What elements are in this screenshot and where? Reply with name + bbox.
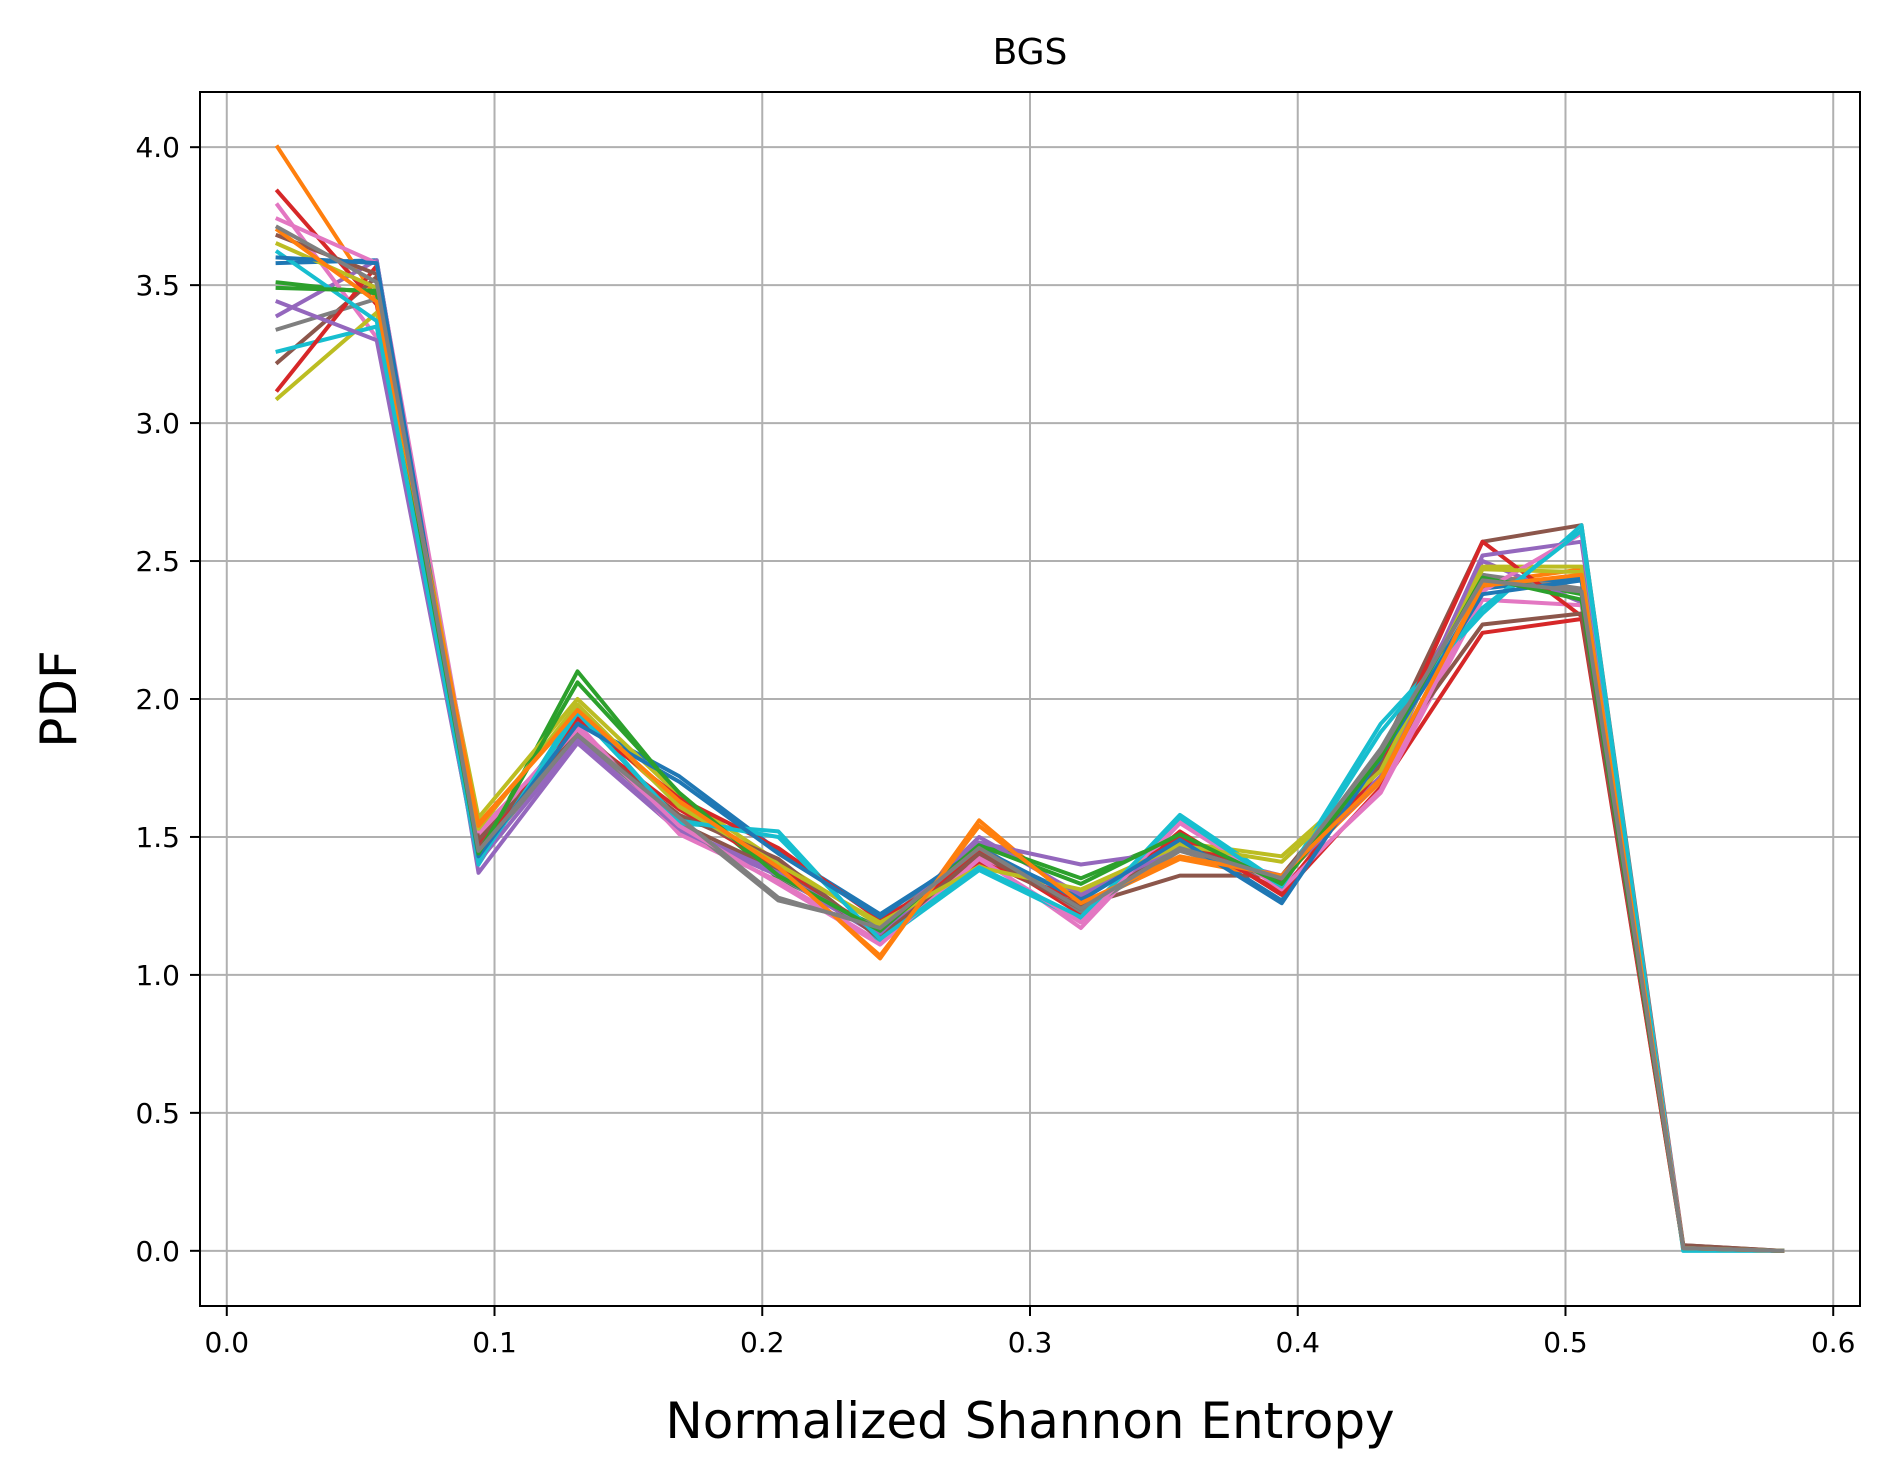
y-tick-label: 1.0 — [135, 959, 180, 992]
series-lines — [274, 144, 1785, 1253]
y-tick-label: 2.0 — [135, 683, 180, 716]
x-tick-label: 0.4 — [1275, 1326, 1320, 1359]
series-line-20 — [274, 224, 1785, 1253]
x-tick-label: 0.3 — [1008, 1326, 1053, 1359]
chart-title: BGS — [993, 32, 1068, 73]
x-tick-label: 0.2 — [740, 1326, 785, 1359]
y-tick-label: 0.0 — [135, 1235, 180, 1268]
y-tick-label: 3.5 — [135, 269, 180, 302]
axis-ticks: 0.0 0.1 0.2 0.3 0.4 0.5 0.6 0.0 0.5 1.0 1.5 2.0 2.5 3… — [135, 131, 1855, 1359]
x-tick-label: 0.1 — [472, 1326, 517, 1359]
y-tick-label: 0.5 — [135, 1097, 180, 1130]
y-tick-label: 4.0 — [135, 131, 180, 164]
x-tick-label: 0.6 — [1811, 1326, 1856, 1359]
series-line-19 — [274, 227, 1785, 1253]
y-axis-title: PDF — [30, 650, 88, 747]
grid — [200, 92, 1860, 1306]
y-tick-label: 2.5 — [135, 545, 180, 578]
x-axis-title: Normalized Shannon Entropy — [665, 1392, 1394, 1450]
y-tick-label: 1.5 — [135, 821, 180, 854]
x-tick-label: 0.0 — [205, 1326, 250, 1359]
x-tick-label: 0.5 — [1543, 1326, 1588, 1359]
y-tick-label: 3.0 — [135, 407, 180, 440]
